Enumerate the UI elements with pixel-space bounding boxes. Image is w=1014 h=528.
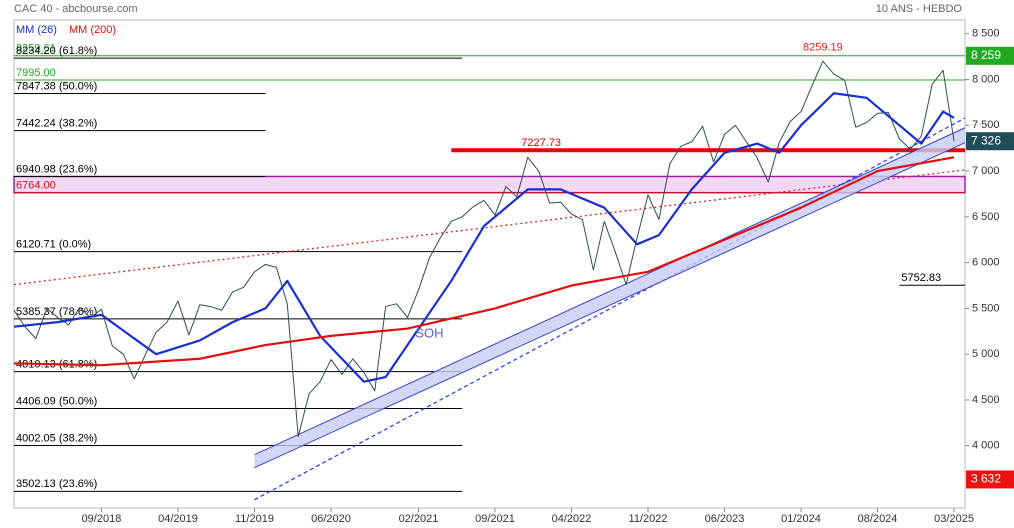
series-line xyxy=(13,92,955,383)
price-badge xyxy=(966,46,1014,65)
price-badge-label: 8 259 xyxy=(971,48,1001,62)
level-label: 6120.71 (0.0%) xyxy=(16,238,91,250)
chart-title: CAC 40 - abcbourse.com xyxy=(14,3,138,15)
legend-entry: MM (26) xyxy=(16,24,57,36)
level-label: 7847.38 (50.0%) xyxy=(16,80,97,92)
plot-frame xyxy=(13,19,966,509)
level-label: 4002.05 (38.2%) xyxy=(16,432,97,444)
level-label: 7995.00 xyxy=(16,67,56,79)
annotation: 8259.19 xyxy=(803,42,843,54)
x-tick-label: 04/2022 xyxy=(552,513,592,525)
y-tick-label: 8 000 xyxy=(972,73,1000,85)
annotation: SOH xyxy=(415,326,443,341)
x-tick-label: 06/2020 xyxy=(311,513,351,525)
trend-line xyxy=(254,117,966,501)
level-label: 5385.37 (78.6%) xyxy=(16,306,97,318)
series-line xyxy=(13,60,955,438)
y-tick-label: 6 500 xyxy=(972,211,1000,223)
x-tick-label: 03/2025 xyxy=(934,513,974,525)
x-tick-label: 01/2024 xyxy=(781,513,821,525)
y-tick-label: 6 000 xyxy=(972,257,1000,269)
level-label: 3502.13 (23.6%) xyxy=(16,478,97,490)
price-badge-label: 7 326 xyxy=(971,133,1001,147)
zone-band xyxy=(13,175,966,194)
legend-entry: MM (200) xyxy=(69,24,116,36)
y-tick-label: 8 500 xyxy=(972,28,1000,40)
y-tick-label: 5 000 xyxy=(972,348,1000,360)
level-label: 5752.83 xyxy=(901,272,941,284)
level-label: 8234.20 (61.8%) xyxy=(16,45,97,57)
level-label: 7442.24 (38.2%) xyxy=(16,117,97,129)
y-tick-label: 5 500 xyxy=(972,302,1000,314)
x-tick-label: 08/2024 xyxy=(858,513,898,525)
price-badge xyxy=(966,132,1014,151)
channel-line xyxy=(254,127,966,456)
level-label: 6764.00 xyxy=(16,180,56,192)
chart-subtitle: 10 ANS - HEBDO xyxy=(876,3,963,15)
level-label: 4406.09 (50.0%) xyxy=(16,395,97,407)
price-badge-label: 3 632 xyxy=(971,472,1001,486)
y-tick-label: 7 500 xyxy=(972,119,1000,131)
series-line xyxy=(13,156,955,367)
x-tick-label: 11/2019 xyxy=(235,513,274,525)
x-tick-label: 06/2023 xyxy=(705,513,745,525)
x-tick-label: 11/2022 xyxy=(629,513,668,525)
x-tick-label: 09/2021 xyxy=(475,513,515,525)
level-label: 6940.98 (23.6%) xyxy=(16,163,97,175)
price-badge xyxy=(966,470,1014,489)
y-tick-label: 7 000 xyxy=(972,165,1000,177)
y-tick-label: 4 000 xyxy=(972,440,1000,452)
x-tick-label: 02/2021 xyxy=(399,513,439,525)
level-label: 7227.73 xyxy=(521,137,561,149)
channel-line xyxy=(254,142,966,469)
level-label: 8259.61 xyxy=(16,43,56,55)
y-tick-label: 4 500 xyxy=(972,394,1000,406)
x-tick-label: 09/2018 xyxy=(82,513,122,525)
x-tick-label: 04/2019 xyxy=(158,513,198,525)
